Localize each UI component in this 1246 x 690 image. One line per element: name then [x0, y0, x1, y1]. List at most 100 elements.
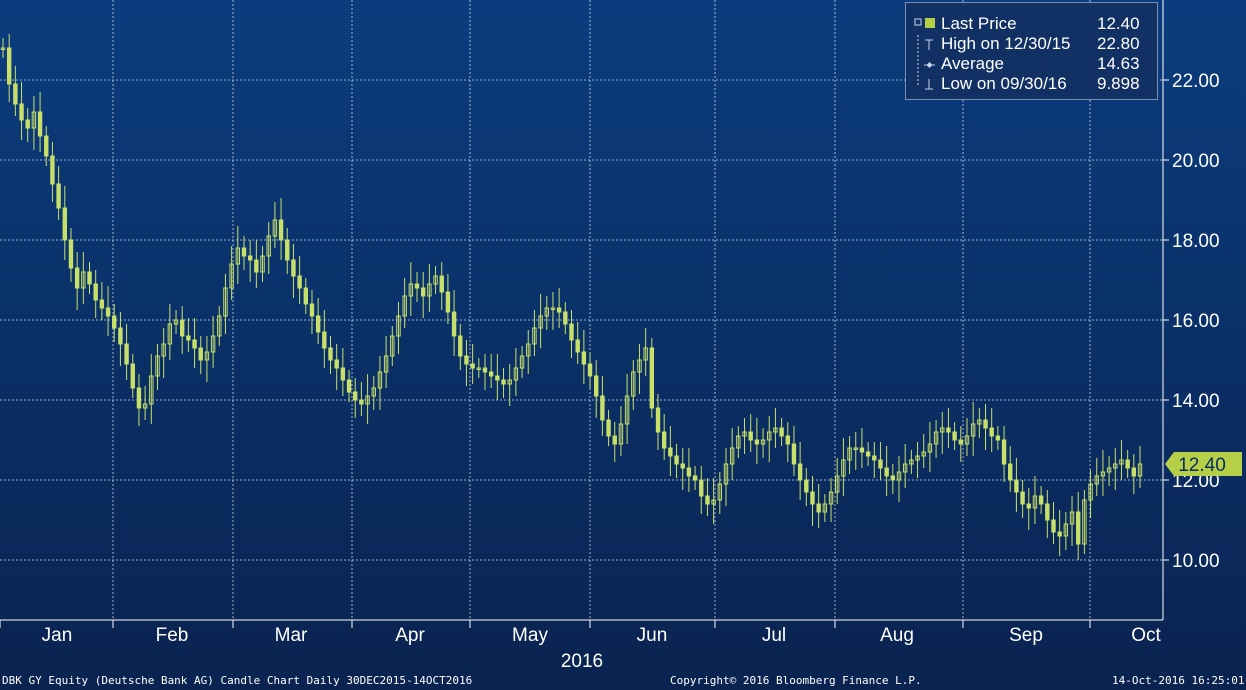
candle-body — [1137, 463, 1143, 477]
x-tick-label: Sep — [1009, 625, 1043, 646]
year-label: 2016 — [561, 651, 603, 672]
candle-body — [797, 463, 803, 481]
candle-body — [624, 395, 630, 425]
candle-body — [958, 439, 963, 445]
candle-body — [433, 275, 438, 285]
candle-body — [402, 295, 407, 317]
candle-body — [915, 455, 920, 461]
candle-body — [841, 459, 846, 477]
last-price-square-icon — [914, 15, 936, 35]
candle-body — [717, 483, 723, 501]
candle-body — [773, 427, 778, 433]
candle-body — [458, 335, 463, 357]
candle-body — [315, 315, 321, 333]
candle-body — [847, 447, 852, 461]
x-tick-label: Jun — [637, 625, 668, 646]
candle-body — [933, 431, 939, 445]
legend-value: 14.63 — [1097, 54, 1140, 73]
candle-body — [229, 263, 234, 289]
candle-body — [390, 335, 395, 357]
candle-body — [25, 119, 30, 129]
candle-body — [365, 395, 370, 405]
candle-body — [977, 419, 982, 425]
x-tick-label: Aug — [880, 625, 914, 646]
last-price-tag-label: 12.40 — [1178, 455, 1226, 476]
legend-item-average: Average 14.63 — [906, 54, 1157, 74]
candle-body — [1088, 483, 1093, 501]
candle-body — [130, 363, 135, 389]
candle-body — [711, 499, 716, 505]
candle-body — [680, 463, 685, 469]
candle-body — [563, 311, 568, 325]
candle-body — [62, 207, 67, 241]
chart-description: DBK GY Equity (Deutsche Bank AG) Candle … — [2, 674, 473, 687]
x-tick-label: Oct — [1131, 625, 1161, 646]
candle-body — [149, 375, 154, 405]
candle-body — [507, 379, 512, 385]
y-tick-label: 18.00 — [1172, 231, 1220, 252]
x-tick-label: Jul — [762, 625, 786, 646]
candle-body — [791, 443, 797, 465]
candle-body — [1063, 523, 1069, 537]
x-tick-label: Apr — [395, 625, 425, 646]
candle-body — [31, 111, 37, 129]
candle-body — [519, 355, 525, 369]
candle-body — [631, 371, 636, 397]
candle-body — [1082, 499, 1087, 545]
candle-body — [600, 395, 605, 421]
candle-body — [353, 391, 358, 401]
candle-body — [822, 503, 828, 513]
candle-body — [940, 427, 945, 433]
candle-body — [136, 387, 142, 409]
candle-body — [1131, 467, 1137, 477]
candle-body — [921, 451, 926, 457]
candle-body — [754, 439, 760, 445]
candle-body — [649, 347, 655, 409]
candle-body — [767, 431, 772, 441]
candle-body — [970, 423, 976, 437]
candle-body — [705, 495, 710, 505]
candle-body — [581, 351, 587, 365]
candle-body — [878, 459, 883, 469]
average-marker-icon — [914, 55, 936, 75]
candle-body — [241, 247, 247, 257]
candle-body — [779, 427, 784, 437]
candle-body — [501, 379, 506, 385]
candle-body — [946, 427, 951, 433]
candle-body — [556, 307, 562, 313]
candle-body — [495, 375, 500, 381]
candle-body — [204, 351, 210, 361]
candle-body — [303, 287, 308, 305]
candle-body — [142, 403, 148, 409]
candle-body — [470, 363, 475, 369]
candle-body — [1020, 491, 1025, 505]
candle-body — [1008, 463, 1013, 481]
candle-body — [612, 435, 617, 445]
candle-body — [594, 375, 599, 397]
candle-body — [488, 371, 494, 377]
candle-body — [1026, 503, 1031, 509]
candle-body — [93, 283, 98, 301]
candle-body — [723, 463, 729, 485]
legend-label: Last Price — [941, 14, 1017, 33]
candle-body — [1014, 479, 1019, 493]
candle-body — [1125, 459, 1130, 469]
candle-body — [748, 431, 753, 441]
candle-body — [890, 475, 896, 481]
candle-body — [198, 347, 203, 361]
candle-body — [359, 399, 364, 405]
candle-body — [68, 239, 74, 269]
candle-body — [550, 307, 556, 310]
candle-body — [161, 343, 166, 357]
candle-body — [223, 287, 228, 317]
candle-body — [532, 327, 537, 345]
candle-body — [736, 435, 741, 449]
candle-body — [340, 367, 346, 381]
chart-legend: Last Price 12.40 High on 12/30/15 22.80 … — [905, 2, 1158, 100]
candle-body — [785, 435, 790, 445]
y-tick-label: 14.00 — [1172, 391, 1220, 412]
candle-body — [50, 155, 55, 185]
y-tick-label: 12.00 — [1172, 471, 1220, 492]
candle-body — [377, 371, 383, 389]
candle-body — [346, 379, 352, 393]
